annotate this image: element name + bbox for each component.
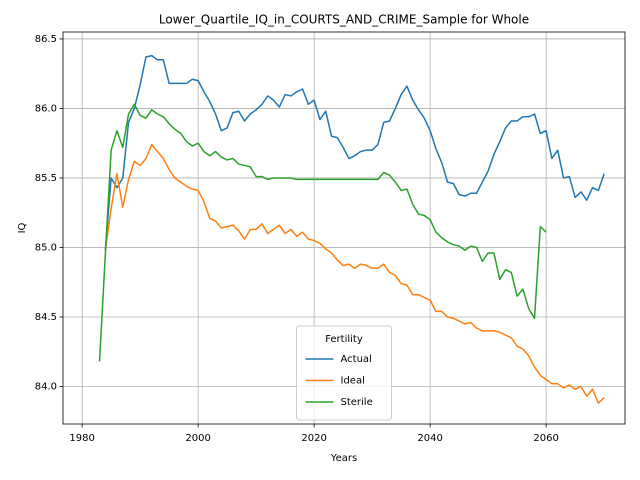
x-axis-label: Years [330,453,357,464]
legend-label: Ideal [341,376,365,387]
x-tick-label: 2040 [417,433,442,444]
y-tick-label: 84.0 [35,381,57,392]
data-line [104,54,605,251]
y-tick-label: 86.5 [35,34,57,45]
legend-label: Actual [341,354,372,365]
x-tick-label: 2020 [301,433,326,444]
y-tick-label: 84.5 [35,312,57,323]
legend-title: Fertility [325,334,363,345]
legend-label: Sterile [341,397,373,408]
data-line [98,103,547,362]
y-tick-label: 86.0 [35,103,57,114]
legend-box [296,325,392,421]
x-tick-label: 2000 [185,433,210,444]
x-tick-label: 1980 [69,433,94,444]
y-tick-label: 85.5 [35,173,57,184]
data-line [104,143,605,404]
y-tick-label: 85.0 [35,242,57,253]
y-axis-label: IQ [17,222,28,233]
axes-frame [62,31,626,425]
x-tick-label: 2060 [533,433,558,444]
chart-title: Lower_Quartile_IQ_in_COURTS_AND_CRIME_Sa… [159,13,529,27]
